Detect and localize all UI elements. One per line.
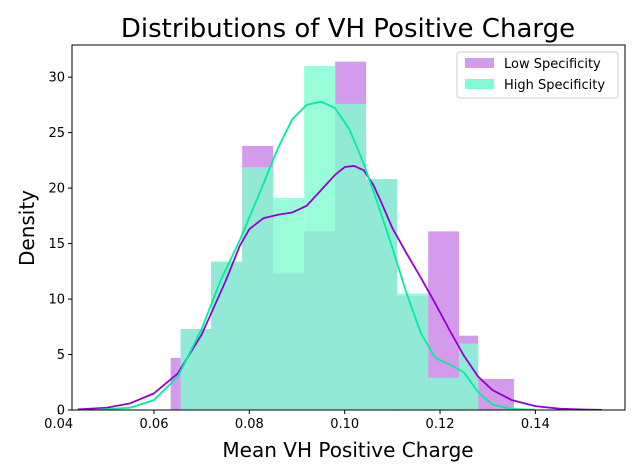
low-specificity-bar-0 xyxy=(170,357,181,410)
y-axis-label: Density xyxy=(15,190,39,266)
y-axis-ticks: 0 5 10 15 20 25 30 xyxy=(48,71,72,419)
y-tick-label: 5 xyxy=(57,348,65,363)
plot-frame xyxy=(71,44,626,411)
high-specificity-bar-8 xyxy=(428,377,460,410)
high-specificity-kde-line xyxy=(96,100,536,410)
legend: Low Specificity High Specificity xyxy=(456,51,619,99)
high-specificity-bar-3 xyxy=(273,198,305,410)
y-tick-label: 15 xyxy=(48,237,65,252)
x-tick-label: 0.08 xyxy=(235,417,264,432)
high-specificity-bar-4 xyxy=(304,66,336,410)
legend-label-high-specificity: High Specificity xyxy=(504,78,605,93)
high-specificity-bar-1 xyxy=(211,261,243,410)
legend-swatch-high-specificity xyxy=(465,79,494,89)
legend-box xyxy=(456,51,619,99)
x-tick-label: 0.14 xyxy=(521,417,550,432)
x-axis-label: Mean VH Positive Charge xyxy=(222,438,473,462)
y-tick-label: 25 xyxy=(48,126,65,141)
high-specificity-bar-2 xyxy=(242,167,274,410)
y-tick-label: 0 xyxy=(57,404,65,419)
legend-swatch-low-specificity xyxy=(465,58,494,68)
x-tick-label: 0.06 xyxy=(140,417,169,432)
x-tick-label: 0.12 xyxy=(426,417,455,432)
high-specificity-bars xyxy=(180,66,479,410)
x-tick-label: 0.10 xyxy=(330,417,359,432)
high-specificity-bar-5 xyxy=(335,103,367,410)
high-specificity-bar-7 xyxy=(397,293,429,410)
kde-curves xyxy=(77,100,603,410)
x-axis-ticks: 0.04 0.06 0.08 0.10 0.12 0.14 xyxy=(44,410,550,432)
y-tick-label: 20 xyxy=(48,182,65,197)
low-specificity-kde-line xyxy=(77,165,603,410)
legend-label-low-specificity: Low Specificity xyxy=(504,57,601,72)
y-tick-label: 30 xyxy=(48,71,65,86)
x-tick-label: 0.04 xyxy=(44,417,73,432)
y-tick-label: 10 xyxy=(48,293,65,308)
high-specificity-bar-9 xyxy=(459,343,479,410)
chart-title: Distributions of VH Positive Charge xyxy=(121,14,575,44)
